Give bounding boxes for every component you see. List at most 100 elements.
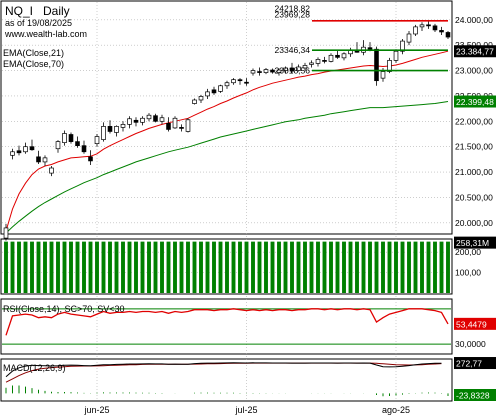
candle-body [270, 69, 275, 73]
volume-bar [316, 241, 320, 293]
volume-bar [355, 241, 359, 293]
volume-bar [270, 241, 275, 293]
volume-bar [10, 241, 15, 293]
volume-bar [173, 241, 177, 293]
volume-bar [147, 241, 151, 293]
volume-panel [4, 241, 450, 293]
volume-bar [36, 241, 41, 293]
volume-bar [108, 241, 112, 293]
volume-bar [426, 241, 431, 293]
volume-bar [95, 241, 99, 293]
candle-body [211, 89, 217, 94]
volume-bar [309, 241, 314, 293]
volume-bar [192, 241, 197, 293]
candle-body [120, 124, 126, 128]
candle-body [218, 85, 223, 92]
candle-body [133, 119, 139, 123]
volume-bar [49, 241, 54, 293]
last-close-tag-bg [454, 45, 496, 58]
volume-bar [62, 241, 67, 293]
volume-bar [374, 241, 379, 293]
candle-body [374, 48, 379, 82]
candle-body [172, 117, 178, 129]
volume-bar [225, 241, 229, 293]
legend-ema70: EMA(Close,70) [3, 59, 64, 69]
price-level-label: 23346,34 [275, 45, 311, 55]
candle-body [198, 96, 204, 101]
candle-body [237, 79, 243, 82]
volume-bar [160, 241, 164, 293]
volume-bar [166, 241, 171, 293]
candle-body [55, 141, 61, 150]
volume-bar [43, 241, 47, 293]
macd-title: MACD(12,26,9) [3, 363, 66, 373]
volume-bar [400, 241, 405, 293]
volume-bar [127, 241, 132, 293]
volume-bar [387, 241, 392, 293]
volume-bar [238, 241, 242, 293]
candle-body [341, 53, 347, 59]
candle-body [322, 60, 327, 62]
candle-body [315, 59, 321, 64]
candle-body [16, 150, 22, 154]
candle-body [400, 40, 405, 52]
price-level-label: 24218,82 [275, 4, 311, 14]
macd-line [5, 362, 442, 378]
macd-panel-frame [0, 358, 453, 402]
volume-bar [322, 241, 327, 293]
macd-value-tag: 272,77 [456, 359, 482, 369]
legend-ema21: EMA(Close,21) [3, 48, 64, 58]
rsi-tick-label: 30,0000 [455, 339, 486, 349]
grid-lines [2, 2, 451, 400]
volume-bar [335, 241, 340, 293]
volume-bar [75, 241, 80, 293]
candle-body [328, 54, 334, 62]
candle-body [283, 67, 288, 71]
candle-body [81, 145, 87, 153]
candle-body [127, 118, 132, 125]
candle-body [309, 62, 314, 65]
price-tick-label: 22.000,00 [455, 116, 493, 126]
price-tick-label: 24.000,00 [455, 15, 493, 25]
site-watermark: www.wealth-lab.com [4, 29, 87, 39]
volume-bar [264, 241, 268, 293]
candle-body [387, 60, 392, 72]
volume-bar [134, 241, 138, 293]
volume-bar [205, 241, 210, 293]
volume-bar [56, 241, 60, 293]
price-tick-label: 20.000,00 [455, 218, 493, 228]
candle-body [289, 67, 295, 72]
time-tick-label: jun-25 [83, 405, 109, 415]
volume-bar [342, 241, 346, 293]
candle-body [62, 133, 67, 143]
candle-body [367, 47, 373, 50]
volume-bar [186, 241, 190, 293]
price-tick-label: 20.500,00 [455, 192, 493, 202]
volume-bar [361, 241, 366, 293]
candle-body [445, 32, 451, 38]
candle-body [302, 65, 308, 69]
volume-bar [296, 241, 301, 293]
volume-bar [218, 241, 223, 293]
price-tick-label: 23.500,00 [455, 40, 493, 50]
candle-body [250, 70, 256, 74]
candle-body [29, 146, 35, 151]
candle-body [231, 79, 236, 84]
time-tick-label: jul-25 [234, 405, 257, 415]
volume-bar [439, 241, 444, 293]
time-tick-label: ago-25 [382, 405, 410, 415]
volume-bar [88, 241, 93, 293]
volume-bar [23, 241, 28, 293]
candle-body [159, 117, 165, 122]
volume-bar [114, 241, 119, 293]
chart-symbol: NQ_I [5, 4, 33, 18]
volume-bar [212, 241, 216, 293]
candle-body [406, 33, 412, 43]
macd-hist-tag: -23,8328 [456, 391, 490, 401]
volume-bar [413, 241, 418, 293]
candle-body [192, 99, 197, 104]
candle-body [179, 127, 184, 129]
axis-labels: 24.000,0023.500,0023.000,0022.500,0022.0… [83, 15, 496, 415]
price-level-label: 23018,56 [275, 66, 311, 76]
